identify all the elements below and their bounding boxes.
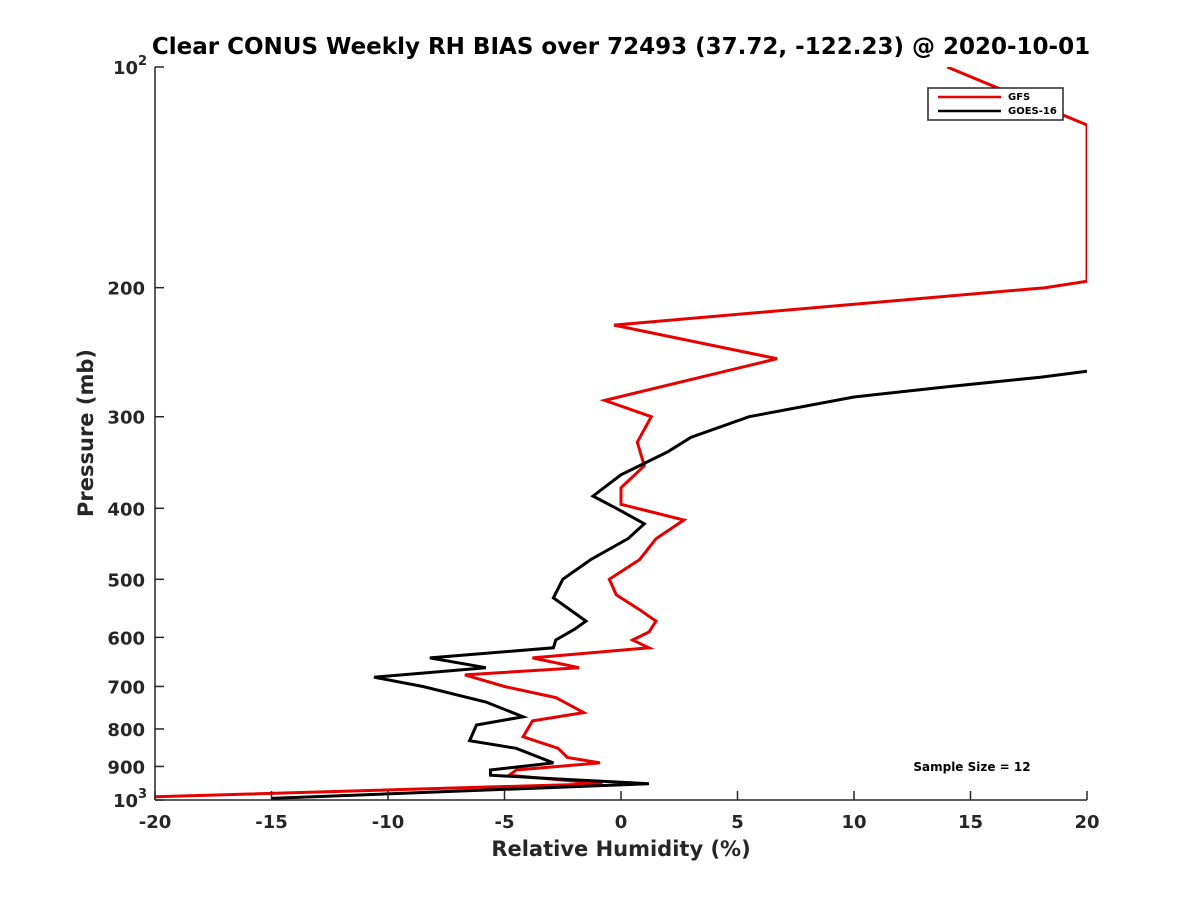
x-axis-ticks: -20 -15 -10 -5 0 5 10 15 20 [139,791,1100,833]
y-tick-label: 900 [107,757,145,778]
x-tick-label: 5 [731,812,744,833]
series-line-gfs [155,67,1087,799]
x-tick-label: 20 [1074,812,1099,833]
x-tick-label: -5 [495,812,515,833]
y-tick-exponent: 2 [138,54,147,69]
x-tick-label: 0 [615,812,628,833]
chart-title: Clear CONUS Weekly RH BIAS over 72493 (3… [152,34,1090,60]
x-tick-label: -10 [372,812,405,833]
x-tick-label: 10 [841,812,866,833]
x-tick-label: 15 [958,812,983,833]
y-tick-label: 600 [107,628,145,649]
series-line-goes-16 [271,369,1087,800]
y-tick-label: 200 [107,279,145,300]
y-tick-label: 10 [113,791,138,812]
y-tick-label: 300 [107,408,145,429]
x-axis-label: Relative Humidity (%) [491,837,750,861]
plot-area [155,67,1087,800]
y-tick-label: 10 [113,58,138,79]
sample-size-annotation: Sample Size = 12 [913,760,1030,774]
axes [154,67,1087,801]
legend: GFS GOES-16 [927,87,1064,121]
x-tick-label: -20 [139,812,172,833]
y-tick-label: 800 [107,720,145,741]
y-tick-label: 700 [107,677,145,698]
y-tick-exponent: 3 [138,787,147,802]
y-tick-label: 500 [107,570,145,591]
legend-box [927,87,1064,121]
legend-label-goes-16: GOES-16 [1008,106,1057,117]
y-axis-label: Pressure (mb) [74,349,98,517]
legend-label-gfs: GFS [1008,92,1030,103]
y-tick-label: 400 [107,499,145,520]
x-tick-label: -15 [255,812,288,833]
